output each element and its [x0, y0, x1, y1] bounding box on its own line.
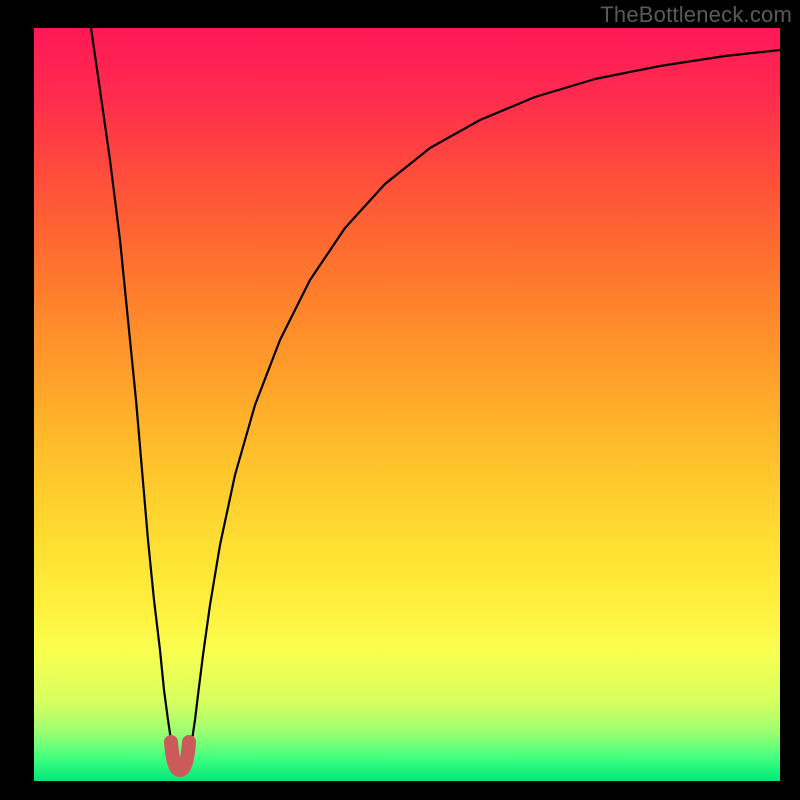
chart-svg: [0, 0, 800, 800]
watermark-text: TheBottleneck.com: [600, 2, 792, 28]
plot-area: [34, 28, 780, 781]
chart-container: TheBottleneck.com: [0, 0, 800, 800]
